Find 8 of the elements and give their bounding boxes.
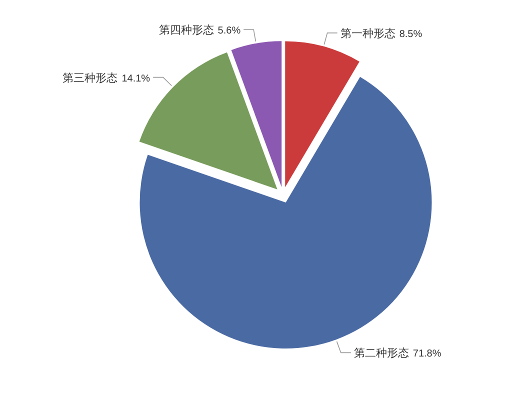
data-label: 71.8% <box>412 348 442 360</box>
slice-label: 第二种形态 <box>354 346 409 360</box>
data-label: 8.5% <box>399 28 422 40</box>
data-label: 5.6% <box>218 26 241 37</box>
data-label: 14.1% <box>122 73 150 84</box>
slice-label: 第四种形态 <box>158 24 214 37</box>
slice-label: 第一种形态 <box>340 26 396 40</box>
slice-label: 第三种形态 <box>62 71 118 84</box>
